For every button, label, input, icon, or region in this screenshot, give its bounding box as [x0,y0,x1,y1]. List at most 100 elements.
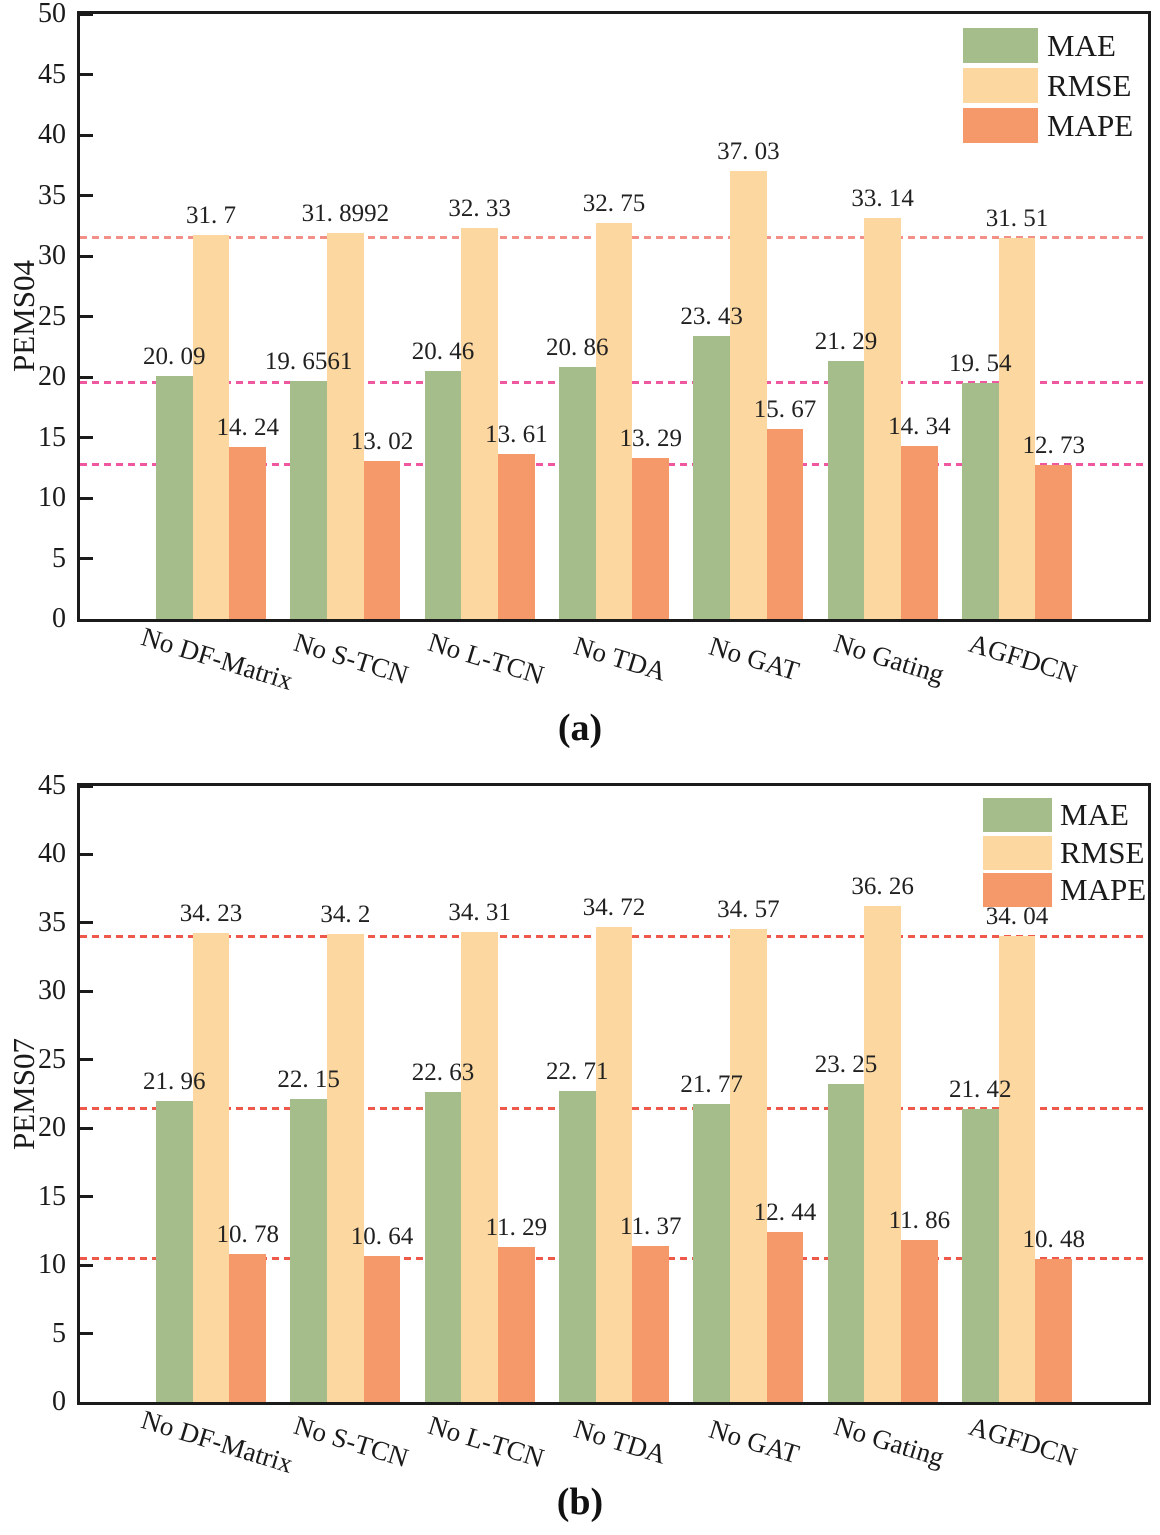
bar-value-label: 21. 96 [143,1068,206,1096]
bar-value-label: 23. 43 [680,302,743,330]
legend-label-mae: MAE [1060,797,1129,832]
y-tick-mark [80,436,93,439]
legend-label-mape: MAPE [1047,107,1134,143]
bar-mae [424,371,462,619]
bar-mape [766,1231,804,1402]
y-tick-mark [80,1332,93,1336]
y-tick-mark [80,557,93,560]
y-tick-label: 5 [52,1317,66,1349]
bar-mae [290,381,327,619]
bar-mape [632,458,670,619]
bar-value-label: 22. 15 [277,1065,340,1093]
x-tick-label-text: No TDA [570,630,670,687]
y-tick-mark [80,254,93,258]
bar-value-label: 11. 37 [619,1213,682,1241]
bar-value-label: 12. 73 [1022,431,1085,459]
y-tick-label: 35 [38,179,66,211]
x-tick-label-text: AGFDCN [965,627,1081,690]
bar-value-label: 22. 63 [411,1059,475,1087]
bar-mae [424,1092,462,1402]
bar-value-label: 21. 42 [949,1075,1012,1103]
x-tick-label-text: No GAT [705,630,803,687]
y-tick-mark [80,1195,93,1199]
bar-rmse [729,928,767,1402]
bar-rmse [998,936,1036,1402]
y-tick-mark [80,1058,93,1062]
legend-swatch-mae [963,28,1038,63]
bar-value-label: 19. 6561 [264,348,353,376]
y-tick-label: 25 [38,1043,66,1075]
bar-value-label: 20. 86 [546,333,609,361]
bar-mae [961,1108,999,1402]
y-tick-label: 5 [52,542,66,574]
caption-a: (a) [557,707,603,749]
bar-mae [827,1083,865,1402]
y-tick-mark [80,989,93,993]
bar-mape [1035,1258,1073,1402]
bar-value-label: 14. 34 [888,412,951,440]
bar-mae [961,382,999,619]
bar-value-label: 13. 29 [619,425,682,453]
bar-value-label: 19. 54 [949,349,1012,377]
y-tick-mark [80,375,93,379]
bar-value-label: 11. 86 [888,1206,951,1234]
y-tick-mark [80,852,93,856]
x-tick-label-text: No Gating [830,1410,948,1473]
bar-value-label: 10. 48 [1022,1225,1085,1253]
y-tick-mark [80,921,93,925]
bar-value-label: 33. 14 [851,185,914,213]
y-tick-label: 0 [52,1386,66,1417]
bar-value-label: 34. 72 [582,893,646,921]
bar-mae [558,366,596,619]
bar-value-label: 34. 2 [320,900,371,928]
bar-value-label: 20. 46 [411,338,475,366]
y-tick-label: 40 [38,119,66,150]
x-tick-label-text: No DF-Matrix [137,621,297,696]
bar-mae [693,1104,730,1402]
legend-swatch-rmse [983,835,1052,870]
legend-swatch-mae [983,798,1052,832]
y-axis-title-text: PEMS07 [6,1038,41,1150]
bar-rmse [998,237,1036,619]
x-tick-label-text: No GAT [705,1413,803,1470]
y-tick-label: 30 [38,975,66,1007]
y-tick-label: 10 [38,1249,66,1281]
y-tick-mark [80,133,93,137]
bar-mae [155,375,193,619]
y-tick-label: 20 [38,1112,66,1144]
legend-label-rmse: RMSE [1060,834,1145,870]
legend-swatch-rmse [963,68,1038,103]
bar-mape [498,454,535,619]
y-axis-title-text: PEMS04 [6,260,41,372]
y-tick-mark [80,1263,93,1267]
y-tick-label: 0 [52,603,66,634]
caption-b: (b) [556,1481,604,1523]
bar-value-label: 32. 75 [582,189,646,217]
bar-value-label: 21. 77 [680,1071,743,1098]
x-tick-label-text: No S-TCN [290,1409,413,1474]
y-tick-label: 40 [38,838,66,870]
y-tick-label: 25 [38,300,66,332]
legend-label-mape: MAPE [1060,872,1147,907]
bar-mape [229,1254,267,1402]
bar-rmse [729,170,767,619]
bar-value-label: 10. 78 [216,1221,279,1249]
bar-mape [229,446,267,619]
bar-mae [693,335,730,619]
bar-mae [558,1091,596,1402]
bar-rmse [192,235,230,619]
bar-value-label: 31. 51 [985,204,1049,232]
bar-mape [363,461,401,619]
bar-mape [498,1247,535,1402]
bar-rmse [595,222,633,619]
bar-rmse [864,218,901,619]
bar-value-label: 13. 02 [350,428,414,456]
legend-swatch-mape [983,873,1052,907]
bar-value-label: 34. 31 [448,899,511,927]
y-tick-label: 30 [38,240,66,271]
legend-label-mae: MAE [1047,27,1116,63]
x-tick-label-text: AGFDCN [965,1410,1081,1473]
x-tick-label-text: No L-TCN [424,626,548,691]
x-tick-label-text: No L-TCN [424,1409,548,1474]
